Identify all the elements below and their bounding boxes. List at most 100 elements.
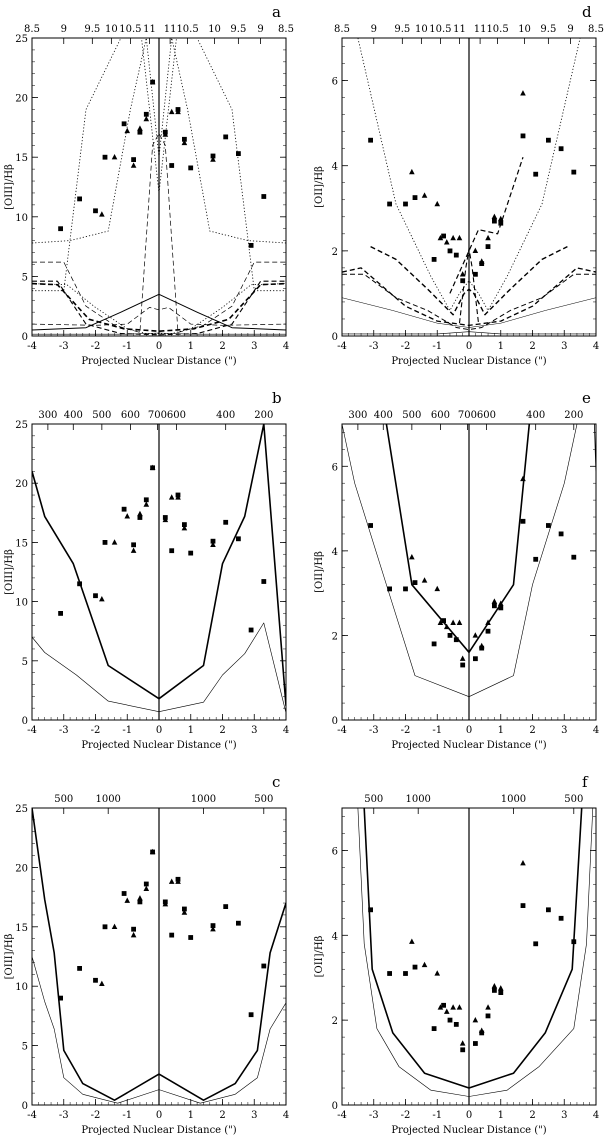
triangle-point bbox=[143, 501, 150, 507]
x-tick-label: 2 bbox=[529, 1110, 535, 1121]
triangle-point bbox=[485, 1004, 491, 1010]
triangle-point bbox=[437, 619, 444, 625]
top-tick-label: 9 bbox=[567, 24, 573, 35]
top-tick-label: 9.5 bbox=[230, 24, 246, 35]
square-point bbox=[520, 903, 526, 908]
square-point bbox=[93, 593, 98, 599]
square-point bbox=[93, 208, 98, 214]
x-tick-label: -3 bbox=[369, 1110, 379, 1121]
square-point bbox=[546, 907, 551, 913]
top-tick-label: 9.5 bbox=[84, 24, 100, 35]
square-point bbox=[431, 1026, 437, 1031]
y-tick-label: 25 bbox=[15, 804, 28, 815]
x-tick-label: 2 bbox=[219, 1110, 225, 1121]
top-tick-label: 300 bbox=[348, 410, 367, 421]
model-curve-0 bbox=[363, 808, 583, 1089]
square-point bbox=[498, 605, 504, 611]
square-point bbox=[441, 233, 446, 239]
square-point bbox=[102, 540, 108, 545]
triangle-point bbox=[162, 901, 169, 907]
triangle-point bbox=[124, 127, 131, 134]
square-point bbox=[571, 554, 577, 560]
square-point bbox=[412, 195, 418, 200]
triangle-point bbox=[168, 108, 175, 115]
triangle-point bbox=[210, 541, 216, 547]
top-tick-label: 11 bbox=[453, 24, 466, 35]
triangle-point bbox=[409, 168, 415, 175]
square-point bbox=[131, 926, 136, 932]
top-tick-label: 10 bbox=[208, 24, 221, 35]
top-tick-label: 200 bbox=[254, 410, 273, 421]
x-tick-label: 0 bbox=[156, 341, 162, 352]
square-point bbox=[403, 586, 408, 592]
top-tick-label: 9 bbox=[257, 24, 263, 35]
model-curve-2 bbox=[594, 424, 596, 475]
square-point bbox=[460, 1047, 466, 1053]
y-tick-label: 5 bbox=[22, 1042, 28, 1053]
square-point bbox=[431, 257, 437, 262]
top-tick-label: 9.5 bbox=[394, 24, 410, 35]
triangle-point bbox=[472, 1016, 479, 1023]
data-points bbox=[58, 78, 267, 248]
model-curve-1 bbox=[342, 424, 578, 697]
triangle-point bbox=[99, 211, 105, 217]
square-point bbox=[533, 171, 539, 177]
triangle-point bbox=[437, 1004, 444, 1010]
triangle-point bbox=[437, 234, 444, 241]
square-point bbox=[182, 906, 187, 912]
triangle-point bbox=[497, 215, 504, 222]
y-axis-title: [OIII]/Hβ bbox=[4, 933, 15, 979]
model-curve-2 bbox=[32, 133, 286, 333]
square-point bbox=[403, 201, 408, 207]
data-points bbox=[368, 859, 577, 1053]
x-axis-title: Projected Nuclear Distance (") bbox=[391, 1125, 546, 1136]
model-curve-8 bbox=[32, 332, 286, 335]
model-curve-0 bbox=[32, 424, 286, 706]
square-point bbox=[143, 111, 149, 117]
square-point bbox=[182, 136, 187, 142]
square-point bbox=[492, 603, 497, 609]
model-curve-5 bbox=[32, 293, 286, 331]
data-points bbox=[368, 475, 577, 668]
triangle-point bbox=[520, 475, 526, 482]
y-axis-title: [OII]/Hβ bbox=[314, 551, 325, 593]
triangle-point bbox=[181, 139, 188, 146]
square-point bbox=[77, 196, 82, 202]
square-point bbox=[520, 518, 526, 524]
x-tick-label: -1 bbox=[122, 725, 132, 736]
top-tick-label: 400 bbox=[64, 410, 83, 421]
x-tick-label: 1 bbox=[498, 725, 504, 736]
x-tick-label: -1 bbox=[432, 341, 442, 352]
x-tick-label: -3 bbox=[59, 1110, 69, 1121]
square-point bbox=[546, 523, 551, 528]
x-tick-label: 1 bbox=[498, 341, 504, 352]
square-point bbox=[137, 899, 143, 905]
top-tick-label: 10 bbox=[518, 24, 531, 35]
top-tick-label: 11 bbox=[143, 24, 156, 35]
model-curve-4 bbox=[342, 273, 596, 331]
y-tick-label: 0 bbox=[332, 332, 338, 343]
x-tick-label: 3 bbox=[251, 1110, 257, 1121]
triangle-point bbox=[478, 1027, 485, 1033]
triangle-point bbox=[478, 642, 485, 649]
x-tick-label: 0 bbox=[466, 341, 472, 352]
y-axis-title: [OIII]/Hβ bbox=[4, 164, 15, 210]
square-point bbox=[492, 988, 497, 993]
triangle-point bbox=[485, 619, 491, 625]
triangle-point bbox=[434, 585, 441, 592]
square-point bbox=[77, 581, 82, 587]
x-tick-label: 4 bbox=[283, 725, 289, 736]
model-curve-0 bbox=[385, 424, 531, 654]
square-point bbox=[121, 121, 127, 127]
triangle-point bbox=[143, 115, 150, 122]
square-point bbox=[498, 990, 504, 995]
square-point bbox=[447, 1017, 453, 1023]
model-curve-0 bbox=[32, 808, 286, 1101]
x-tick-label: 1 bbox=[188, 341, 194, 352]
triangle-point bbox=[434, 200, 441, 207]
panel-c: -4 -3 -2 -1 0 1 2 3 4 0 5 10 15 20 25 500 1000 1000 500 c Pr… bbox=[4, 773, 289, 1136]
panel-letter: d bbox=[582, 3, 592, 21]
square-point bbox=[447, 248, 453, 254]
square-point bbox=[431, 641, 437, 647]
triangle-point bbox=[491, 213, 498, 219]
